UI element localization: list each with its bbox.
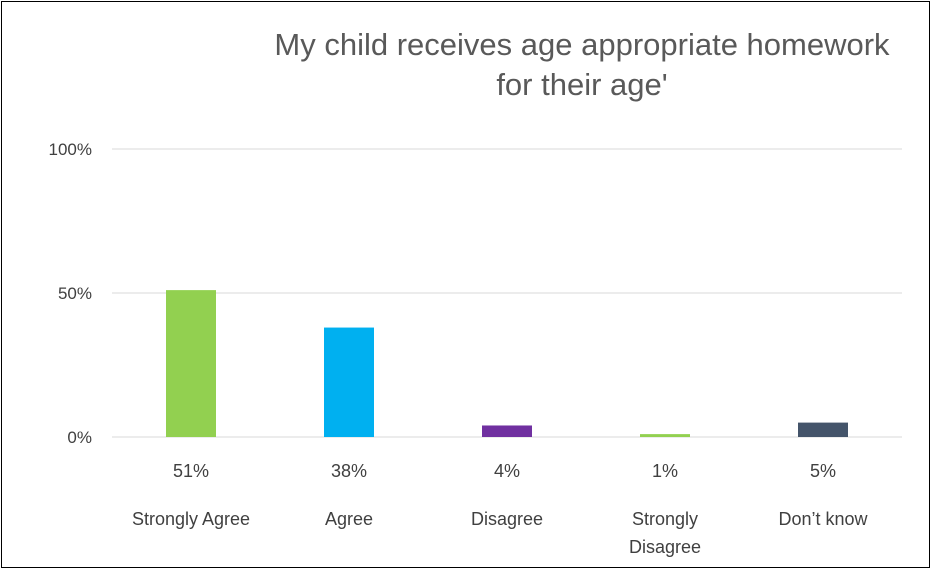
- category-label: Agree: [325, 509, 373, 529]
- data-label: 5%: [810, 461, 836, 481]
- data-label: 4%: [494, 461, 520, 481]
- data-label: 1%: [652, 461, 678, 481]
- category-label: Strongly: [632, 509, 698, 529]
- category-label: Disagree: [629, 537, 701, 557]
- category-labels: Strongly Agree Agree Disagree Strongly Disag…: [132, 509, 869, 557]
- y-tick-label: 50%: [58, 284, 92, 303]
- bar: [324, 327, 374, 437]
- bar: [482, 425, 532, 437]
- data-label: 51%: [173, 461, 209, 481]
- data-label: 38%: [331, 461, 367, 481]
- y-tick-label: 0%: [67, 428, 92, 447]
- gridlines: [112, 148, 902, 438]
- chart-title: My child receives age appropriate homewo…: [274, 27, 890, 102]
- chart-title-line: for their age': [496, 67, 667, 102]
- category-label: Strongly Agree: [132, 509, 250, 529]
- category-label: Disagree: [471, 509, 543, 529]
- bar: [798, 422, 848, 437]
- bar: [640, 434, 690, 437]
- chart-title-line: My child receives age appropriate homewo…: [274, 27, 890, 62]
- category-label: Don’t know: [778, 509, 868, 529]
- bar: [166, 290, 216, 437]
- bars: [166, 290, 848, 437]
- data-labels: 51% 38% 4% 1% 5%: [173, 461, 836, 481]
- y-axis-ticks: 0% 50% 100%: [49, 140, 92, 447]
- y-tick-label: 100%: [49, 140, 92, 159]
